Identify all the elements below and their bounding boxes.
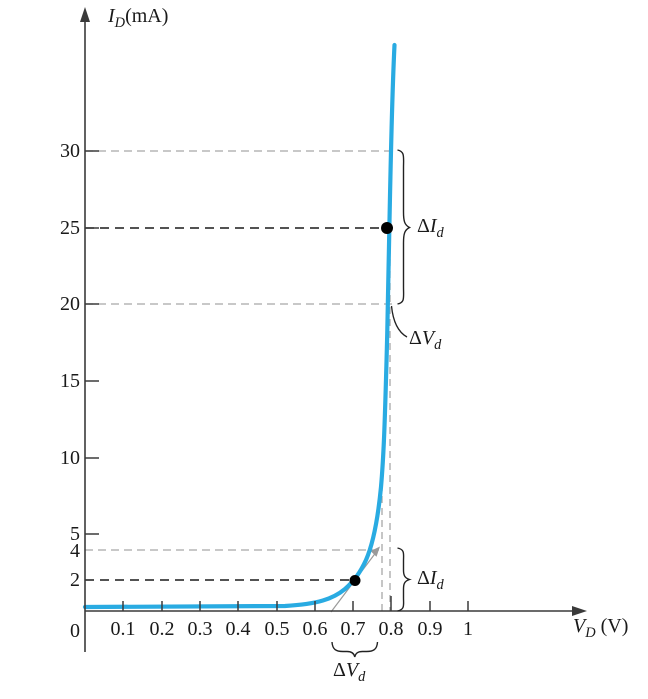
upper-q-point-dot: [381, 222, 393, 234]
lower-dv-subscript: d: [358, 669, 366, 685]
y-axis-ticks: [85, 150, 99, 535]
y-tick-label-20: 20: [60, 293, 80, 315]
x-tick-label-0_9: 0.9: [417, 618, 443, 640]
y-axis-unit: (mA): [125, 5, 169, 27]
lower-delta-vd-label: ΔVd: [333, 660, 365, 687]
y-axis-symbol: I: [108, 5, 115, 27]
upper-delta-vd-leader: [390, 305, 408, 338]
x-tick-label-0_4: 0.4: [225, 618, 251, 640]
lower-delta-id-brace: [397, 547, 412, 612]
upper-delta-id-brace: [397, 149, 412, 305]
lower-q-point-dot: [349, 575, 361, 586]
x-axis-arrow: [572, 606, 587, 616]
y-tick-label-25: 25: [60, 217, 80, 239]
y-axis-subscript: D: [114, 15, 126, 31]
y-tick-label-10: 10: [60, 447, 80, 469]
y-axis-title: ID(mA): [108, 6, 168, 33]
upper-delta-id-label: ΔId: [417, 216, 444, 243]
x-axis-symbol: V: [573, 615, 586, 637]
y-tick-label-4: 4: [70, 540, 80, 562]
upper-dv-subscript: d: [434, 337, 442, 353]
lower-delta-vd-underbrace: [331, 641, 379, 658]
y-tick-label-15: 15: [60, 370, 80, 392]
x-tick-label-0_1: 0.1: [110, 618, 136, 640]
diode-curve: [82, 42, 397, 610]
x-axis-subscript: D: [585, 625, 596, 641]
x-axis-title: VD (V): [573, 616, 628, 643]
x-axis-unit: (V): [600, 615, 629, 637]
x-tick-label-0_8: 0.8: [378, 618, 404, 640]
x-tick-label-0_6: 0.6: [302, 618, 328, 640]
x-tick-label-0_7: 0.7: [340, 618, 366, 640]
upper-di-subscript: d: [436, 225, 444, 241]
lower-di-symbol: I: [429, 567, 437, 589]
lower-di-subscript: d: [436, 577, 444, 593]
delta-glyph: Δ: [333, 659, 346, 681]
y-tick-label-30: 30: [60, 140, 80, 162]
delta-glyph: Δ: [417, 215, 430, 237]
x-axis-ticks: [122, 596, 469, 611]
delta-glyph: Δ: [409, 327, 422, 349]
delta-glyph: Δ: [417, 567, 430, 589]
x-tick-label-0_5: 0.5: [264, 618, 290, 640]
y-tick-label-5: 5: [70, 523, 80, 545]
x-tick-label-0_3: 0.3: [187, 618, 213, 640]
y-tick-label-2: 2: [70, 569, 80, 591]
upper-dv-symbol: V: [421, 327, 435, 349]
x-tick-label-0_2: 0.2: [149, 618, 175, 640]
lower-delta-id-label: ΔId: [417, 568, 444, 595]
y-axis-arrow: [80, 7, 90, 22]
upper-di-symbol: I: [429, 215, 437, 237]
upper-delta-vd-label: ΔVd: [409, 328, 441, 355]
x-tick-label-1: 1: [463, 618, 473, 640]
lower-dv-symbol: V: [345, 659, 359, 681]
tangent-arrowhead: [370, 546, 380, 557]
origin-label: 0: [70, 620, 80, 642]
